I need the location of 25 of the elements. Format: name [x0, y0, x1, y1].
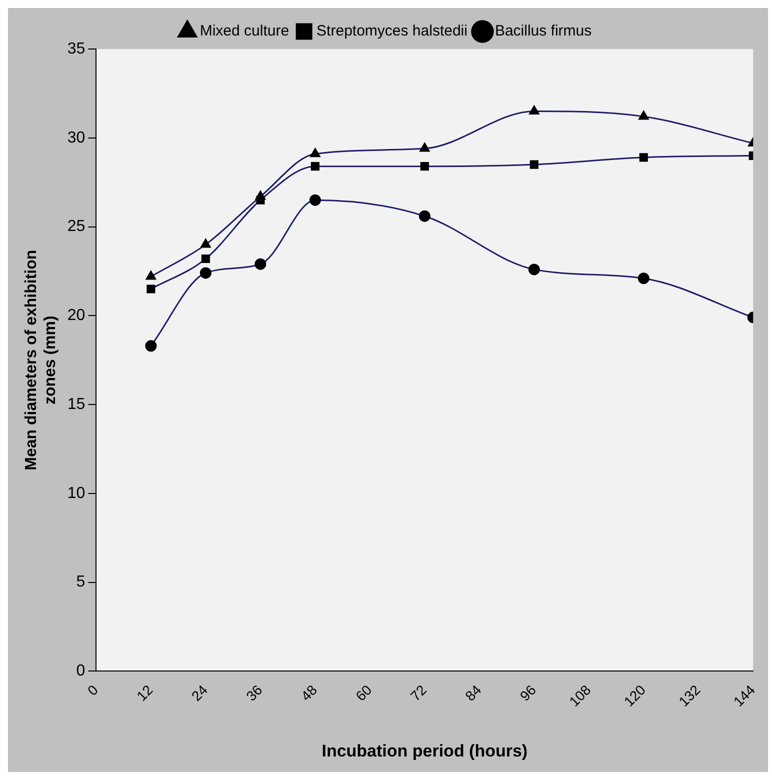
y-axis-title: Mean diameters of exhibition zones (mm): [23, 250, 60, 470]
x-tick-label: 96: [516, 682, 540, 704]
x-tick-label: 108: [566, 682, 594, 710]
y-tick-label: 25: [67, 218, 86, 236]
legend-label: Bacillus firmus: [494, 22, 592, 40]
legend-label: Mixed culture: [200, 22, 290, 40]
x-tick-label: 72: [407, 682, 430, 704]
x-tick-label: 60: [352, 682, 375, 704]
x-tick-label: 144: [730, 682, 758, 710]
y-tick-label: 20: [67, 307, 86, 324]
x-tick-label: 36: [242, 682, 266, 704]
y-tick-label: 35: [67, 40, 86, 58]
x-tick-label: 24: [188, 682, 211, 704]
x-tick-label: 84: [462, 682, 484, 704]
y-tick-label: 0: [76, 662, 86, 680]
y-tick-label: 5: [76, 574, 86, 591]
x-tick-label: 12: [133, 682, 156, 704]
y-tick-label: 15: [67, 396, 86, 413]
x-tick-label: 132: [675, 682, 704, 710]
x-tick-label: 120: [620, 682, 649, 710]
y-tick-label: 30: [67, 129, 86, 146]
x-axis-title: Incubation period (hours): [322, 741, 528, 760]
legend-label: Streptomyces halstedii: [316, 22, 468, 40]
x-tick-label: 48: [298, 682, 320, 704]
y-tick-label: 10: [67, 484, 86, 502]
